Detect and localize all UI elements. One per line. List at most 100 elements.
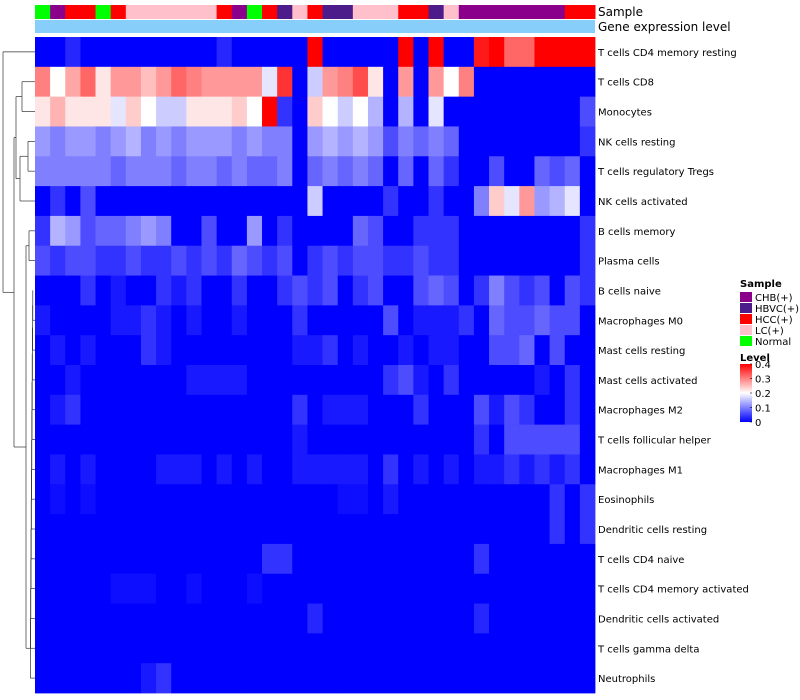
heatmap-cell bbox=[50, 484, 66, 515]
heatmap-cell bbox=[534, 514, 550, 545]
heatmap-cell bbox=[473, 484, 490, 515]
heatmap-cell bbox=[262, 394, 278, 426]
heatmap-cell bbox=[201, 275, 218, 306]
heatmap-cells bbox=[35, 37, 596, 694]
heatmap-cell bbox=[35, 633, 51, 664]
heatmap-cell bbox=[307, 454, 323, 485]
heatmap-cell bbox=[337, 156, 354, 187]
heatmap-cell bbox=[277, 305, 293, 336]
heatmap-cell bbox=[156, 305, 172, 336]
heatmap-cell bbox=[534, 305, 550, 336]
sample-annotation-cell bbox=[125, 5, 142, 19]
heatmap-cell bbox=[519, 66, 535, 98]
heatmap-cell bbox=[443, 335, 460, 366]
sample-legend: Sample CHB(+)HBVC(+)HCC(+)LC(+)Normal bbox=[740, 279, 799, 348]
heatmap-cell bbox=[307, 365, 323, 396]
heatmap-cell bbox=[65, 365, 81, 396]
heatmap-cell bbox=[489, 573, 505, 604]
heatmap-cell bbox=[519, 663, 535, 694]
heatmap-cell bbox=[398, 603, 414, 634]
heatmap-cell bbox=[35, 394, 51, 426]
heatmap-cell bbox=[95, 275, 112, 306]
row-label: T cells CD4 memory activated bbox=[597, 585, 749, 596]
heatmap-cell bbox=[292, 335, 308, 366]
heatmap-cell bbox=[231, 365, 248, 396]
heatmap-cell bbox=[579, 215, 596, 247]
heatmap-cell bbox=[367, 394, 384, 426]
annotation-label-sample: Sample bbox=[598, 5, 643, 19]
heatmap-cell bbox=[579, 305, 596, 336]
heatmap-cell bbox=[549, 96, 566, 127]
heatmap-cell bbox=[246, 245, 263, 276]
heatmap-cell bbox=[534, 335, 550, 366]
heatmap-cell bbox=[262, 37, 278, 68]
sample-annotation-cell bbox=[337, 5, 354, 19]
heatmap-cell bbox=[95, 663, 112, 694]
heatmap-cell bbox=[95, 543, 112, 575]
heatmap-cell bbox=[125, 66, 142, 98]
heatmap-cell bbox=[489, 335, 505, 366]
heatmap-cell bbox=[322, 215, 339, 247]
heatmap-cell bbox=[307, 663, 323, 694]
heatmap-cell bbox=[307, 245, 323, 276]
heatmap-cell bbox=[428, 245, 445, 276]
heatmap-cell bbox=[367, 543, 384, 575]
heatmap-cell bbox=[352, 543, 369, 575]
heatmap-cell bbox=[398, 156, 414, 187]
heatmap-cell bbox=[504, 156, 520, 187]
heatmap-cell bbox=[277, 633, 293, 664]
heatmap-cell bbox=[352, 484, 369, 515]
heatmap-cell bbox=[125, 484, 142, 515]
heatmap-cell bbox=[80, 543, 96, 575]
heatmap-cell bbox=[564, 66, 581, 98]
heatmap-cell bbox=[367, 275, 384, 306]
heatmap-cell bbox=[201, 603, 218, 634]
heatmap-cell bbox=[504, 603, 520, 634]
heatmap-cell bbox=[352, 454, 369, 485]
heatmap-cell bbox=[383, 603, 399, 634]
heatmap-cell bbox=[110, 186, 127, 217]
heatmap-cell bbox=[156, 66, 172, 98]
heatmap-cell bbox=[35, 186, 51, 217]
sample-annotation-cell bbox=[156, 5, 172, 19]
sample-legend-swatch bbox=[740, 292, 752, 302]
heatmap-cell bbox=[489, 66, 505, 98]
heatmap-cell bbox=[95, 335, 112, 366]
heatmap-cell bbox=[534, 156, 550, 187]
heatmap-cell bbox=[458, 305, 475, 336]
heatmap-cell bbox=[216, 215, 233, 247]
heatmap-cell bbox=[549, 37, 566, 68]
heatmap-cell bbox=[519, 96, 535, 127]
sample-annotation-cell bbox=[246, 5, 263, 19]
heatmap-cell bbox=[186, 66, 202, 98]
heatmap-cell bbox=[367, 514, 384, 545]
heatmap-cell bbox=[489, 96, 505, 127]
heatmap-cell bbox=[307, 66, 323, 98]
heatmap-cell bbox=[140, 394, 157, 426]
heatmap-cell bbox=[367, 633, 384, 664]
heatmap-cell bbox=[322, 424, 339, 455]
heatmap-cell bbox=[579, 394, 596, 426]
sample-annotation-cell bbox=[367, 5, 384, 19]
heatmap-cell bbox=[579, 514, 596, 545]
heatmap-cell bbox=[292, 245, 308, 276]
heatmap-cell bbox=[367, 215, 384, 247]
heatmap-cell bbox=[156, 603, 172, 634]
heatmap-cell bbox=[337, 454, 354, 485]
heatmap-cell bbox=[337, 573, 354, 604]
heatmap-cell bbox=[367, 245, 384, 276]
heatmap-cell bbox=[262, 126, 278, 157]
heatmap-cell bbox=[579, 365, 596, 396]
heatmap-cell bbox=[246, 186, 263, 217]
heatmap-cell bbox=[171, 514, 187, 545]
sample-annotation-cell bbox=[579, 5, 596, 19]
sample-annotation-cell bbox=[534, 5, 551, 19]
heatmap-cell bbox=[458, 37, 475, 68]
heatmap-cell bbox=[473, 424, 490, 455]
heatmap-cell bbox=[549, 245, 566, 276]
heatmap-cell bbox=[262, 305, 278, 336]
heatmap-cell bbox=[216, 186, 233, 217]
heatmap-cell bbox=[201, 126, 218, 157]
heatmap-cell bbox=[35, 663, 51, 694]
heatmap-cell bbox=[262, 633, 278, 664]
